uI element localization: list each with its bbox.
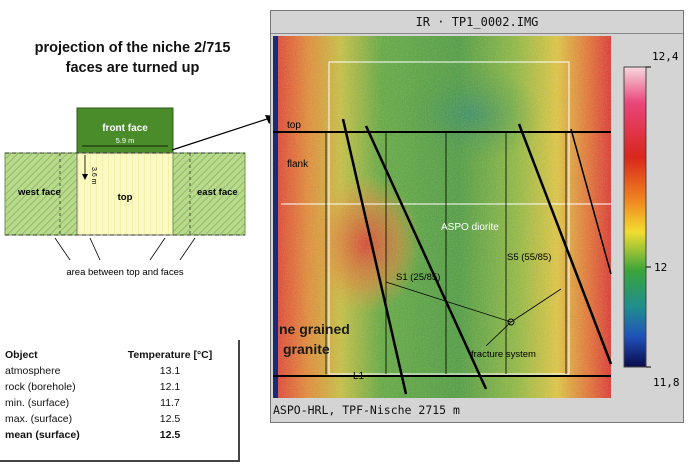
- projection-title-line2: faces are turned up: [65, 60, 200, 76]
- row-value: 13.1: [159, 365, 181, 377]
- row-value: 12.5: [159, 429, 181, 441]
- fracture-line-4: [570, 128, 612, 275]
- width-dimension-label: 5.9 m: [116, 136, 135, 145]
- left-edge-band: [273, 36, 278, 398]
- east-face-label: east face: [197, 187, 238, 198]
- label-s5: S5 (55/85): [507, 252, 551, 263]
- table-header: Object Temperature [°C]: [5, 348, 233, 362]
- table-row: max. (surface) 12.5: [5, 412, 233, 426]
- temperature-scale-bar: [623, 66, 647, 368]
- fracture-system-line-1: [385, 281, 512, 323]
- scale-max-label: 12,4 °C: [652, 50, 683, 63]
- area-label: area between top and faces: [66, 267, 184, 278]
- label-aspo-diorite: ASPO diorite: [441, 222, 499, 233]
- header-object: Object: [5, 349, 38, 361]
- height-dimension-label: 3.6 m: [90, 167, 97, 185]
- fracture-system-line-3: [485, 321, 512, 347]
- white-frame: [328, 61, 570, 375]
- row-value: 11.7: [160, 397, 180, 409]
- scale-min-label: 11,8: [653, 376, 680, 389]
- label-l1: L1: [353, 371, 365, 382]
- label-flank: flank: [287, 159, 309, 170]
- fracture-line-3: [517, 123, 613, 365]
- label-fine-granite-2: granite: [283, 341, 330, 357]
- west-face-label: west face: [17, 187, 61, 198]
- pointer-arrow-line: [171, 117, 271, 151]
- row-object: rock (borehole): [5, 381, 76, 393]
- niche-projection-diagram: front face 5.9 m 3.6 m west face top eas…: [4, 107, 246, 278]
- top-label: top: [118, 192, 133, 203]
- front-face-block: [76, 107, 174, 154]
- table-row: rock (borehole) 12.1: [5, 380, 233, 394]
- row-object: min. (surface): [5, 397, 70, 409]
- area-arrow-1: [54, 237, 71, 261]
- scale-mid-label: 12: [654, 261, 667, 274]
- label-s1: S1 (25/85): [396, 272, 440, 283]
- table-row-mean: mean (surface) 12.5: [5, 428, 233, 442]
- projection-title-line1: projection of the niche 2/715: [34, 40, 231, 56]
- row-object: atmosphere: [5, 365, 61, 377]
- fracture-node: [507, 318, 515, 326]
- fracture-system-line-2: [510, 288, 562, 323]
- area-arrow-2: [89, 237, 101, 261]
- fracture-line-1: [341, 118, 408, 395]
- projection-title: projection of the niche 2/715 faces are …: [0, 38, 265, 78]
- pointer-arrow: [171, 115, 276, 151]
- row-object: mean (surface): [5, 429, 80, 441]
- label-fine-granite-1: ne grained: [279, 321, 350, 337]
- fracture-line-2: [364, 125, 488, 390]
- row-value: 12.5: [159, 413, 181, 425]
- front-face-label: front face: [102, 123, 148, 134]
- ir-footer: ASPO-HRL, TPF-Nische 2715 m: [273, 403, 460, 417]
- height-arrow-head: [82, 174, 88, 180]
- temperature-table: Object Temperature [°C] atmosphere 13.1 …: [0, 340, 240, 462]
- area-arrow-4: [179, 237, 196, 261]
- row-object: max. (surface): [5, 413, 73, 425]
- area-arrow-3: [149, 237, 166, 261]
- ir-image-window: IR · TP1_0002.IMG: [270, 10, 684, 423]
- header-temperature: Temperature [°C]: [127, 349, 213, 361]
- row-value: 12.1: [159, 381, 181, 393]
- label-fracture-system: fracture system: [471, 349, 536, 360]
- ir-thermal-image: top flank ASPO diorite S1 (25/85) S5 (55…: [273, 36, 683, 398]
- ir-title: IR · TP1_0002.IMG: [271, 11, 683, 34]
- label-top: top: [287, 120, 301, 131]
- table-row: min. (surface) 11.7: [5, 396, 233, 410]
- table-row: atmosphere 13.1: [5, 364, 233, 378]
